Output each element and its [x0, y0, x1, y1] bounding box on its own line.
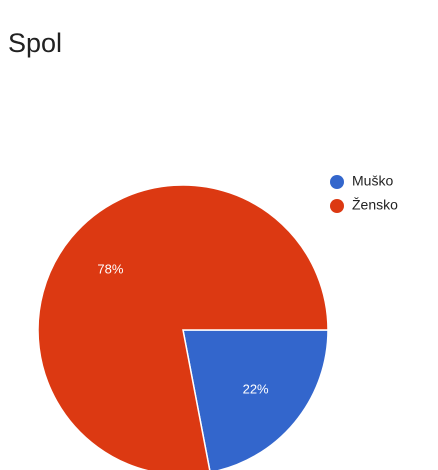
legend-marker — [330, 199, 344, 213]
legend-label: Žensko — [352, 197, 398, 213]
legend-label: Muško — [352, 173, 393, 189]
pie-slice — [182, 329, 329, 470]
legend-marker — [330, 175, 344, 189]
chart-title: Spol — [8, 28, 62, 58]
pie-slice — [37, 184, 329, 470]
slice-label: 22% — [243, 382, 269, 397]
slice-label: 78% — [97, 261, 123, 276]
